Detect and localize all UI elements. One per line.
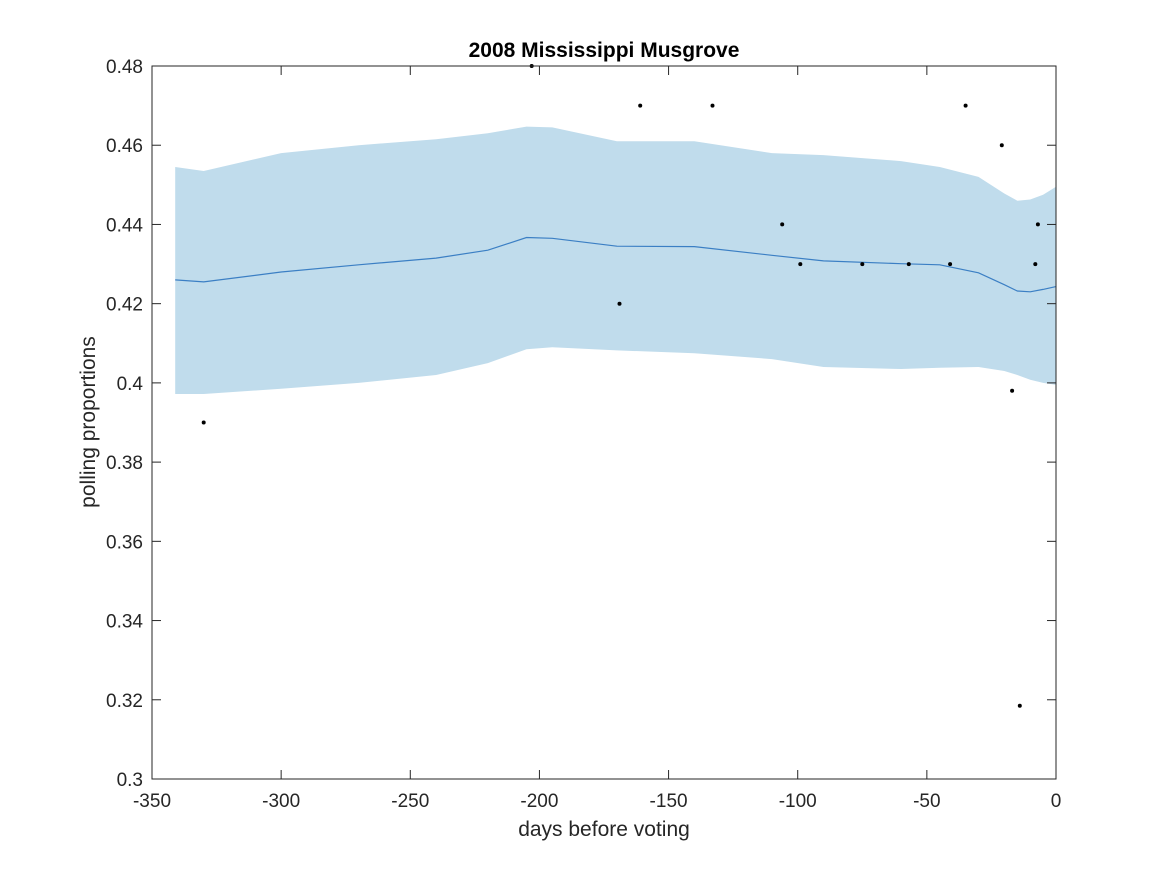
data-point [999, 143, 1004, 148]
chart-title: 2008 Mississippi Musgrove [469, 39, 740, 62]
y-tick-label: 0.48 [106, 57, 143, 78]
y-axis: 0.3 0.32 0.34 0.36 0.38 0.4 0.42 0.44 0.46 0.48 [106, 57, 1056, 791]
y-tick-label: 0.4 [117, 374, 144, 395]
data-point [906, 262, 911, 267]
data-point [1010, 388, 1015, 393]
y-tick-label: 0.36 [106, 532, 143, 553]
data-point [963, 103, 968, 108]
x-tick-label: -350 [133, 791, 171, 812]
x-tick-label: -50 [913, 791, 940, 812]
x-axis: -350 -300 -250 -200 -150 -100 -50 0 [133, 66, 1061, 812]
x-tick-label: -200 [520, 791, 558, 812]
data-point [780, 222, 785, 227]
x-tick-label: 0 [1051, 791, 1062, 812]
data-point [860, 262, 865, 267]
trend-line [175, 236, 1057, 293]
y-tick-label: 0.32 [106, 691, 143, 712]
y-tick-label: 0.42 [106, 295, 143, 316]
data-point [201, 420, 206, 425]
data-point [948, 262, 953, 267]
x-tick-label: -150 [650, 791, 688, 812]
data-point [798, 262, 803, 267]
y-tick-label: 0.38 [106, 453, 143, 474]
data-points [201, 64, 1040, 708]
plot-frame [151, 65, 1057, 780]
confidence-band [175, 126, 1056, 394]
data-point [1017, 703, 1022, 708]
data-point [1033, 262, 1038, 267]
data-point [710, 103, 715, 108]
x-tick-label: -250 [391, 791, 429, 812]
y-tick-label: 0.44 [106, 215, 143, 236]
x-tick-label: -100 [779, 791, 817, 812]
y-tick-label: 0.3 [117, 770, 143, 791]
y-tick-label: 0.34 [106, 612, 143, 633]
x-axis-label: days before voting [518, 818, 690, 841]
y-tick-label: 0.46 [106, 136, 143, 157]
data-point [617, 301, 622, 306]
y-axis-label: polling proportions [77, 336, 100, 508]
data-point [1035, 222, 1040, 227]
x-tick-label: -300 [262, 791, 300, 812]
data-point [638, 103, 643, 108]
